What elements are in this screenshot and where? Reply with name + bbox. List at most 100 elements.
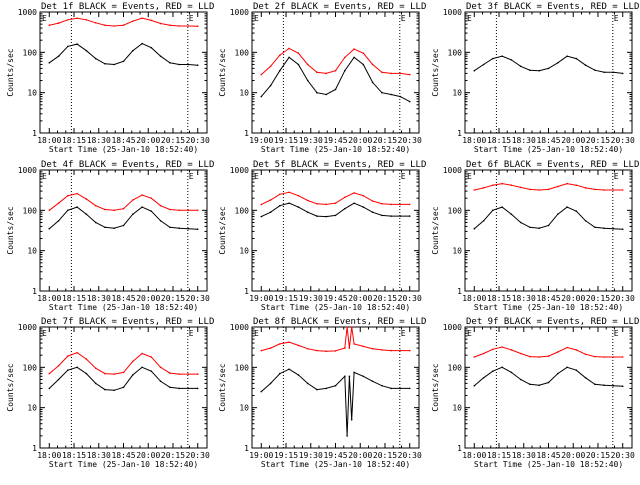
series-events [473, 55, 624, 75]
y-tick-label: 10 [452, 89, 462, 98]
data-point [316, 215, 318, 217]
data-point [325, 93, 328, 96]
data-point [316, 203, 318, 205]
data-point [371, 200, 374, 202]
data-point [196, 387, 199, 390]
x-tick-label: 18:00 [37, 294, 61, 303]
data-point [141, 42, 143, 45]
y-tick-label: 1 [244, 287, 249, 296]
chart-title: Det 2f BLACK = Events, RED = LLD [253, 2, 426, 12]
data-point [594, 226, 596, 229]
data-point [371, 81, 374, 84]
data-point [381, 349, 383, 351]
data-point [269, 382, 272, 385]
data-point [279, 372, 281, 375]
y-tick-label: 1 [457, 444, 462, 453]
chart-panel-9: Det 9f BLACK = Events, RED = LLD 1 10 100 10… [431, 317, 639, 469]
data-point [566, 346, 568, 349]
data-point [621, 72, 624, 75]
data-point [316, 388, 318, 391]
data-point [178, 209, 180, 212]
y-tick-label: 1 [457, 287, 462, 296]
x-tick-label: 18:30 [512, 451, 536, 460]
chart-title: Det 9f BLACK = Events, RED = LLD [466, 317, 639, 327]
event-marker-label: E [189, 329, 194, 338]
data-point [346, 435, 348, 437]
data-point [350, 419, 353, 421]
data-point [547, 355, 550, 357]
data-point [603, 384, 605, 387]
data-point [85, 213, 88, 215]
data-point [575, 349, 578, 351]
y-tick-label: 1000 [230, 166, 249, 175]
x-tick-label: 18:00 [37, 136, 61, 145]
event-marker-label: E [42, 172, 47, 181]
data-point [529, 188, 531, 191]
x-tick-label: 18:30 [512, 136, 536, 145]
x-tick-label: 20:15 [161, 451, 185, 460]
chart-panel-1: Det 1f BLACK = Events, RED = LLD 1 10 100 10… [6, 2, 214, 154]
data-point [67, 45, 69, 48]
y-tick-label: 1000 [443, 323, 462, 332]
event-marker-label: E [254, 172, 259, 181]
x-tick-label: 19:45 [323, 136, 347, 145]
y-tick-label: 100 [235, 206, 250, 215]
data-point [390, 203, 393, 206]
data-point [353, 56, 355, 59]
x-tick-label: 19:45 [323, 294, 347, 303]
x-tick-label: 18:15 [487, 136, 511, 145]
event-marker-label: E [401, 329, 406, 338]
event-marker-label: E [254, 14, 259, 23]
chart-panel-5: Det 5f BLACK = Events, RED = LLD 1 10 100 10… [218, 160, 426, 312]
data-point [390, 72, 393, 75]
data-point [48, 62, 51, 64]
series-events [473, 366, 624, 388]
y-tick-label: 1000 [18, 323, 37, 332]
data-point [538, 356, 540, 358]
data-point [594, 188, 596, 191]
data-point [169, 62, 171, 64]
data-point [584, 187, 587, 189]
data-point [473, 384, 476, 387]
chart-title: Det 4f BLACK = Events, RED = LLD [41, 160, 214, 170]
x-tick-label: 20:30 [186, 451, 210, 460]
data-point [566, 366, 568, 369]
series-lld [473, 182, 624, 191]
data-point [519, 352, 522, 355]
data-point [371, 347, 374, 350]
x-tick-label: 18:30 [87, 136, 111, 145]
x-tick-label: 20:15 [373, 294, 397, 303]
series-line-events [474, 55, 623, 74]
data-point [113, 373, 115, 375]
data-point [260, 203, 263, 206]
data-point [621, 356, 624, 358]
data-point [132, 199, 134, 201]
data-point [334, 384, 337, 387]
series-lld [48, 192, 199, 212]
event-marker-label: E [614, 14, 619, 23]
data-point [353, 192, 355, 194]
data-point [57, 220, 60, 222]
data-point [306, 347, 309, 350]
data-point [538, 69, 540, 72]
data-point [325, 215, 328, 218]
data-point [269, 347, 272, 349]
x-tick-label: 20:00 [136, 451, 160, 460]
data-point [279, 54, 281, 56]
data-point [113, 209, 115, 212]
data-point [67, 369, 69, 372]
y-tick-label: 1000 [443, 8, 462, 17]
data-point [159, 380, 162, 383]
data-point [132, 374, 134, 376]
x-tick-label: 18:00 [462, 451, 486, 460]
chart-title: Det 5f BLACK = Events, RED = LLD [253, 160, 426, 170]
data-point [178, 25, 180, 27]
data-point [584, 220, 587, 222]
data-point [353, 371, 355, 374]
data-point [344, 347, 346, 349]
data-point [48, 227, 51, 230]
y-axis-label: Counts/sec [6, 363, 15, 411]
chart-title: Det 3f BLACK = Events, RED = LLD [466, 2, 639, 12]
data-point [122, 60, 125, 63]
